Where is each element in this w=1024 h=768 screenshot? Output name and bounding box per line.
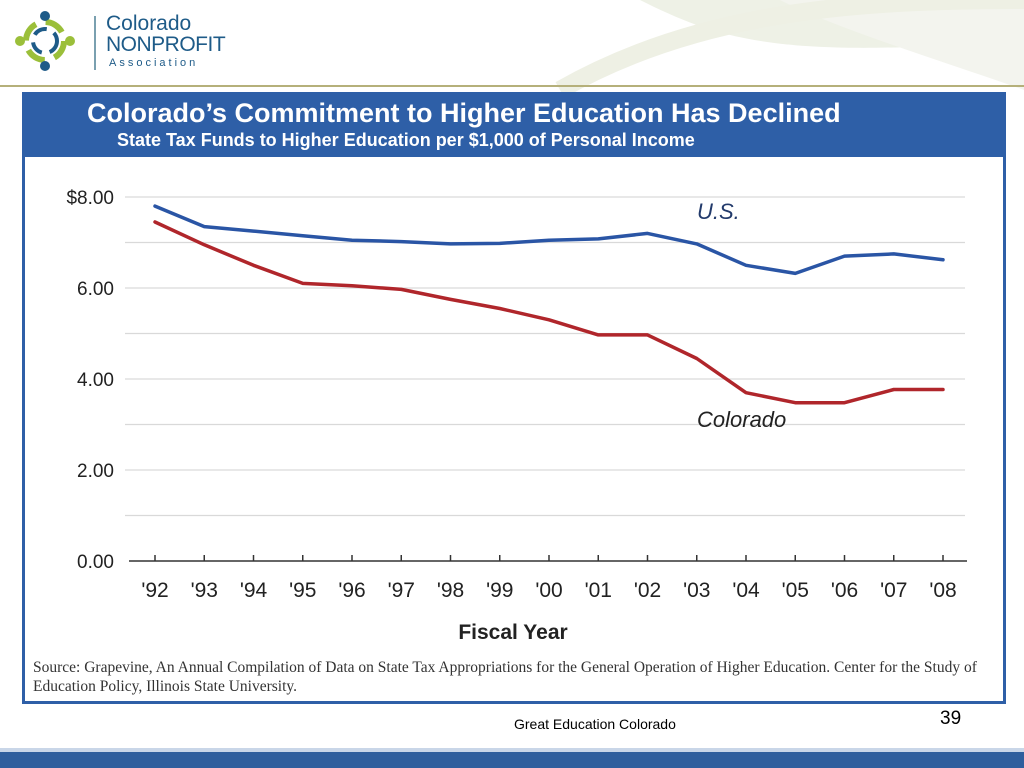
x-tick-label: '03 (683, 579, 710, 602)
y-tick-label: $8.00 (66, 188, 114, 209)
x-axis: '92 '93 '94 '95 '96 '97 '98 '99 '00 '01 '02 '03 '04 '… (129, 555, 967, 602)
y-tick-label: 4.00 (77, 370, 114, 391)
x-tick-label: '93 (191, 579, 218, 602)
logo-mark-icon (15, 11, 75, 71)
organization-logo: Colorado NONPROFIT Association (14, 10, 234, 74)
logo-text-nonprofit: NONPROFIT (106, 33, 226, 56)
x-tick-label: '92 (141, 579, 168, 602)
chart-subtitle: State Tax Funds to Higher Education per … (117, 130, 695, 150)
x-axis-title: Fiscal Year (458, 621, 567, 644)
page-number: 39 (940, 708, 962, 729)
x-tick-label: '98 (437, 579, 464, 602)
y-tick-label: 0.00 (77, 552, 114, 573)
x-tick-label: '95 (289, 579, 316, 602)
footer-band-light (0, 748, 1024, 752)
x-tick-label: '99 (486, 579, 513, 602)
colorado-series-label: Colorado (697, 407, 786, 432)
us-series-label: U.S. (697, 199, 740, 224)
y-tick-label: 2.00 (77, 461, 114, 482)
x-tick-label: '04 (732, 579, 760, 602)
x-tick-label: '97 (388, 579, 415, 602)
x-tick-label: '94 (240, 579, 268, 602)
series-lines (153, 204, 945, 405)
grid-lines (125, 196, 965, 517)
x-tick-label: '02 (634, 579, 661, 602)
chart-panel: Colorado’s Commitment to Higher Educatio… (22, 92, 1006, 704)
source-note: Source: Grapevine, An Annual Compilation… (33, 659, 977, 695)
x-tick-label: '00 (535, 579, 562, 602)
line-chart: 0.00 2.00 4.00 6.00 $8.00 '92 '93 '94 '95 '96 '97… (66, 188, 967, 644)
x-tick-label: '05 (782, 579, 809, 602)
chart-header: Colorado’s Commitment to Higher Educatio… (25, 95, 1003, 157)
series-labels: U.S. Colorado (697, 199, 786, 432)
y-tick-label: 6.00 (77, 279, 114, 300)
logo-text-association: Association (109, 57, 199, 69)
footer-text: Great Education Colorado (514, 716, 676, 732)
header-divider (0, 85, 1024, 87)
logo-text-colorado: Colorado (106, 12, 192, 35)
chart-title: Colorado’s Commitment to Higher Educatio… (87, 98, 841, 128)
x-tick-label: '08 (929, 579, 956, 602)
y-axis-ticks: 0.00 2.00 4.00 6.00 $8.00 (66, 188, 114, 573)
x-tick-label: '01 (585, 579, 612, 602)
colorado-series-line (153, 220, 945, 405)
x-tick-label: '07 (880, 579, 907, 602)
x-tick-label: '06 (831, 579, 858, 602)
x-tick-label: '96 (338, 579, 365, 602)
footer-band (0, 752, 1024, 768)
logo-separator (94, 16, 96, 70)
us-series-line (153, 204, 945, 276)
